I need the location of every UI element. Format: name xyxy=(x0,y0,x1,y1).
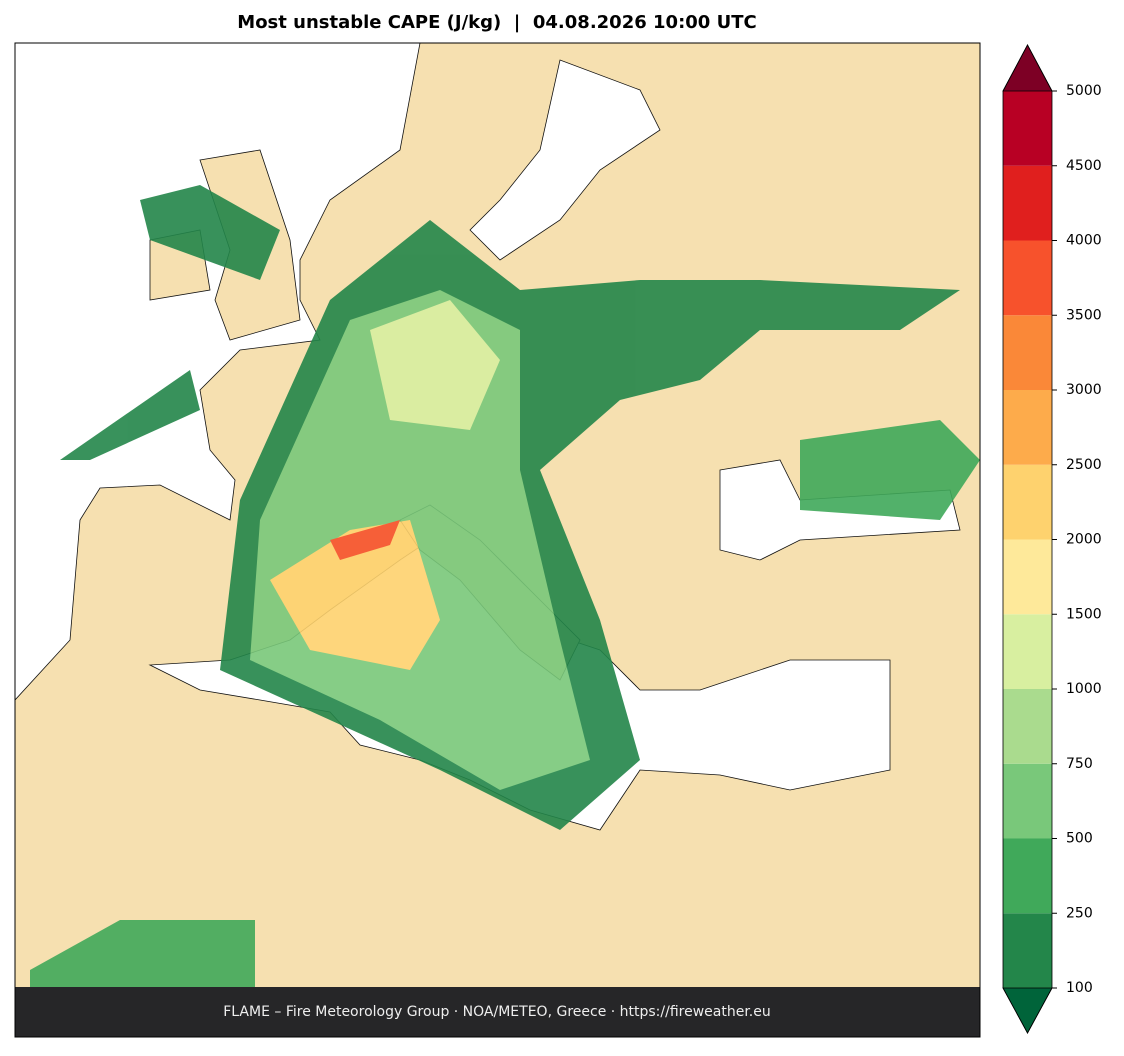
map: FLAME – Fire Meteorology Group · NOA/MET… xyxy=(14,42,981,1038)
colorbar: 100 250 500 750 1000 1500 2000 2500 3000 3500 4000… xyxy=(1002,44,1102,1034)
colorbar-tick-label: 2000 xyxy=(1066,532,1102,548)
colorbar-segment xyxy=(1003,838,1052,914)
colorbar-segment xyxy=(1003,240,1052,316)
colorbar-tick-label: 3500 xyxy=(1066,307,1102,323)
colorbar-segment xyxy=(1003,689,1052,764)
colorbar-over xyxy=(1002,44,1053,92)
colorbar-segment xyxy=(1003,390,1052,465)
colorbar-tick-label: 4000 xyxy=(1066,233,1102,249)
colorbar-tick-label: 3000 xyxy=(1066,382,1102,398)
colorbar-segment xyxy=(1003,539,1052,615)
colorbar-tick-label: 4500 xyxy=(1066,158,1102,174)
colorbar-segment xyxy=(1003,913,1052,988)
colorbar-segment xyxy=(1003,464,1052,540)
colorbar-segment xyxy=(1003,763,1052,839)
colorbar-segment xyxy=(1003,614,1052,689)
colorbar-tick-label: 100 xyxy=(1066,980,1093,996)
baltic xyxy=(469,59,661,261)
map-title: Most unstable CAPE (J/kg) | 04.08.2026 1… xyxy=(237,12,756,33)
footer-text: FLAME – Fire Meteorology Group · NOA/MET… xyxy=(223,1004,771,1020)
colorbar-segment xyxy=(1003,315,1052,390)
cape-field xyxy=(30,185,980,987)
colorbar-under xyxy=(1002,987,1053,1034)
colorbar-tick-label: 750 xyxy=(1066,756,1093,772)
map-frame xyxy=(14,42,981,1038)
colorbar-tick-label: 1000 xyxy=(1066,681,1102,697)
colorbar-segment xyxy=(1003,165,1052,241)
colorbar-tick-label: 250 xyxy=(1066,905,1093,921)
footer-bar xyxy=(15,987,980,1037)
colorbar-tick-label: 2500 xyxy=(1066,457,1102,473)
atlantic xyxy=(15,43,421,701)
colorbar-tick-label: 500 xyxy=(1066,831,1093,847)
colorbar-tick-label: 5000 xyxy=(1066,83,1102,99)
colorbar-tick-label: 1500 xyxy=(1066,606,1102,622)
colorbar-segment xyxy=(1003,91,1052,166)
